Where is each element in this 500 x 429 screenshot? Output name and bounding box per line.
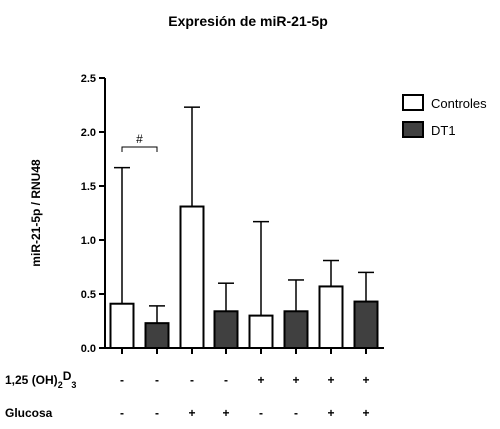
bar-controles <box>248 314 274 350</box>
condition-sign: + <box>362 406 369 420</box>
condition-sign: + <box>188 406 195 420</box>
plot-area: 0.0 0.5 1.0 1.5 2.0 2.5 # Controles DT1 1,25 (OH)… <box>5 73 487 420</box>
condition-sign: - <box>120 373 124 387</box>
y-axis-label: miR-21-5p / RNU48 <box>29 159 43 267</box>
condition-sign: - <box>155 373 159 387</box>
condition-sign: + <box>257 373 264 387</box>
bar-dt1 <box>283 310 309 349</box>
significance-bracket <box>121 146 158 152</box>
significance-marker: # <box>136 132 143 146</box>
bar-controles <box>179 205 205 349</box>
y-tick-label: 0.5 <box>81 289 96 301</box>
bar-dt1 <box>144 322 170 350</box>
y-tick-label: 2.5 <box>81 73 96 85</box>
condition-sign: - <box>224 373 228 387</box>
condition-sign: + <box>327 406 334 420</box>
condition-sign: + <box>292 373 299 387</box>
legend-swatch <box>402 94 424 111</box>
legend-swatch <box>402 121 424 138</box>
y-tick-label: 2.0 <box>81 127 96 139</box>
y-tick-label: 0.0 <box>81 343 96 355</box>
y-tick-label: 1.0 <box>81 235 96 247</box>
condition-sign: + <box>327 373 334 387</box>
condition-sign: - <box>294 406 298 420</box>
condition-sign: - <box>155 406 159 420</box>
chart-title: Expresión de miR-21-5p <box>168 13 328 29</box>
condition-sign: + <box>222 406 229 420</box>
bar-dt1 <box>213 310 239 349</box>
condition-label: 1,25 (OH)2D3 <box>5 369 76 390</box>
bar-controles <box>109 302 135 349</box>
legend-label: DT1 <box>431 123 456 138</box>
legend-label: Controles <box>431 96 487 111</box>
condition-sign: - <box>190 373 194 387</box>
condition-sign: - <box>259 406 263 420</box>
condition-sign: - <box>120 406 124 420</box>
condition-label: Glucosa <box>5 406 53 420</box>
bar-dt1 <box>353 300 379 349</box>
y-tick-label: 1.5 <box>81 181 96 193</box>
bar-controles <box>318 285 344 350</box>
condition-sign: + <box>362 373 369 387</box>
